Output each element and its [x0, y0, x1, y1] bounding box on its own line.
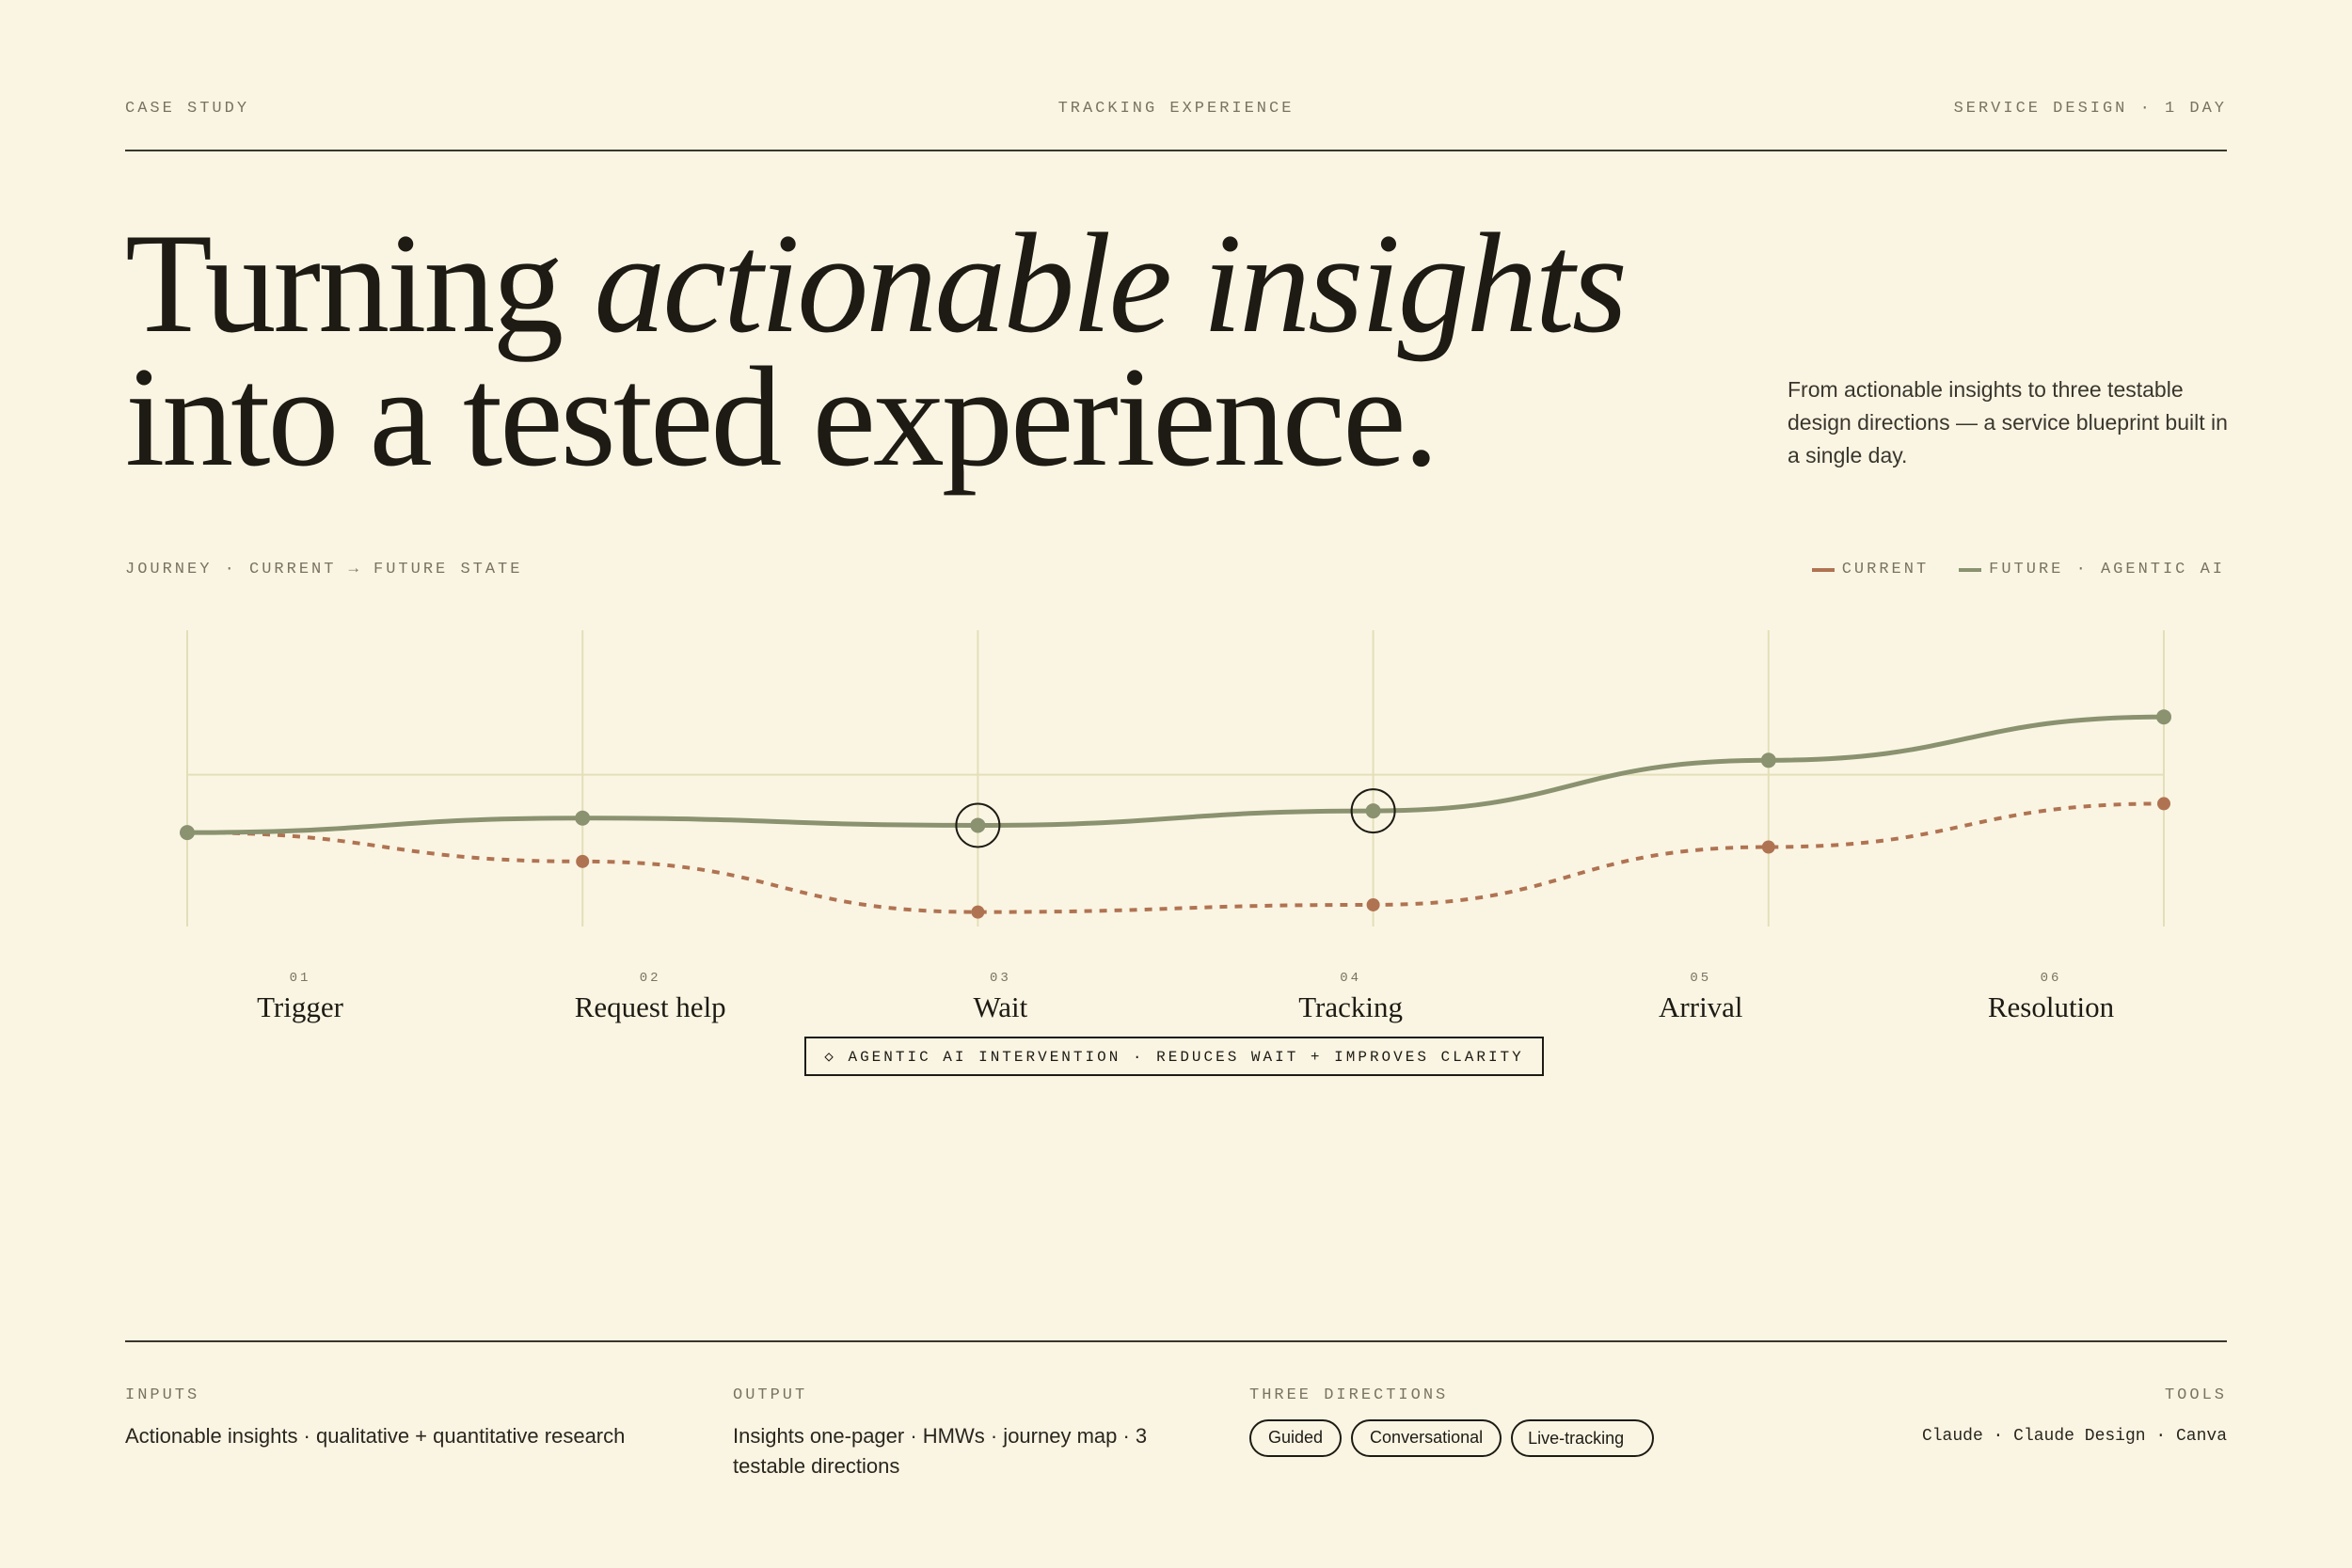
footer-output: OUTPUT Insights one-pager · HMWs · journ… — [733, 1386, 1194, 1481]
current-series-line — [186, 801, 2165, 914]
footer-divider — [125, 1340, 2227, 1342]
direction-pill-live-tracking[interactable]: Live-tracking — [1511, 1419, 1655, 1457]
headline-part1: Turning — [125, 204, 595, 362]
direction-pills: Guided Conversational Live-tracking — [1249, 1419, 1814, 1457]
project-meta-label: SERVICE DESIGN · 1 DAY — [1953, 100, 2227, 118]
step-number-5: 05 — [1690, 971, 1711, 986]
current-point-3 — [971, 905, 985, 919]
inputs-text: Actionable insights · qualitative + quan… — [125, 1424, 626, 1448]
future-point-4 — [1365, 803, 1381, 819]
step-label-1: Trigger — [257, 990, 344, 1023]
step-label-5: Arrival — [1659, 990, 1743, 1023]
chart-legend: CURRENT FUTURE · AGENTIC AI — [1782, 561, 2225, 578]
future-series-line — [186, 714, 2165, 835]
top-divider — [125, 150, 2227, 151]
step-label-3: Wait — [974, 990, 1028, 1023]
step-number-3: 03 — [990, 971, 1011, 986]
tools-text: Claude · Claude Design · Canva — [1921, 1427, 2227, 1446]
future-point-6 — [2156, 709, 2171, 725]
highlight-ring-tracking — [1350, 788, 1396, 834]
output-heading: OUTPUT — [733, 1386, 808, 1404]
directions-heading: THREE DIRECTIONS — [1249, 1386, 1449, 1404]
project-title-label: TRACKING EXPERIENCE — [1057, 100, 1295, 118]
current-point-2 — [576, 854, 590, 868]
current-point-6 — [2157, 797, 2170, 811]
case-study-label: CASE STUDY — [125, 100, 250, 118]
legend-current-swatch — [1811, 567, 1835, 572]
legend-current: CURRENT — [1811, 561, 1930, 578]
step-number-1: 01 — [290, 971, 311, 986]
legend-future-label: FUTURE · AGENTIC AI — [1989, 561, 2225, 578]
step-number-2: 02 — [640, 971, 661, 986]
step-number-6: 06 — [2041, 971, 2062, 986]
current-point-4 — [1366, 897, 1380, 911]
legend-future-swatch — [1959, 567, 1982, 572]
future-point-5 — [1760, 752, 1776, 768]
inputs-heading: INPUTS — [125, 1386, 200, 1404]
headline-italic: actionable insights — [594, 204, 1628, 362]
lede-text: From actionable insights to three testab… — [1788, 377, 2228, 467]
future-point-3 — [970, 817, 986, 833]
intervention-callout: ◇ AGENTIC AI INTERVENTION · REDUCES WAIT… — [804, 1037, 1544, 1076]
step-label-6: Resolution — [1988, 990, 2115, 1023]
direction-pill-guided[interactable]: Guided — [1249, 1419, 1343, 1457]
highlight-ring-wait — [955, 802, 1001, 848]
headline-part2: into a tested experience. — [125, 338, 1439, 496]
current-point-5 — [1761, 840, 1775, 854]
step-label-4: Tracking — [1298, 990, 1403, 1023]
step-number-4: 04 — [1340, 971, 1361, 986]
footer-tools: TOOLS Claude · Claude Design · Canva — [1756, 1386, 2227, 1451]
future-point-1 — [180, 825, 195, 841]
chart-section-label: JOURNEY · CURRENT → FUTURE STATE — [125, 561, 523, 578]
direction-pill-conversational[interactable]: Conversational — [1351, 1419, 1502, 1457]
footer-directions: THREE DIRECTIONS Guided Conversational L… — [1249, 1386, 1814, 1457]
top-bar: CASE STUDY TRACKING EXPERIENCE SERVICE D… — [125, 100, 2227, 122]
tools-heading: TOOLS — [2164, 1386, 2227, 1404]
footer-inputs: INPUTS Actionable insights · qualitative… — [125, 1386, 690, 1451]
future-point-2 — [575, 810, 591, 826]
output-text: Insights one-pager · HMWs · journey map … — [733, 1424, 1148, 1478]
step-label-2: Request help — [575, 990, 726, 1023]
legend-current-label: CURRENT — [1841, 561, 1930, 578]
headline: Turning actionable insights into a teste… — [125, 212, 1628, 488]
legend-future: FUTURE · AGENTIC AI — [1959, 561, 2225, 578]
